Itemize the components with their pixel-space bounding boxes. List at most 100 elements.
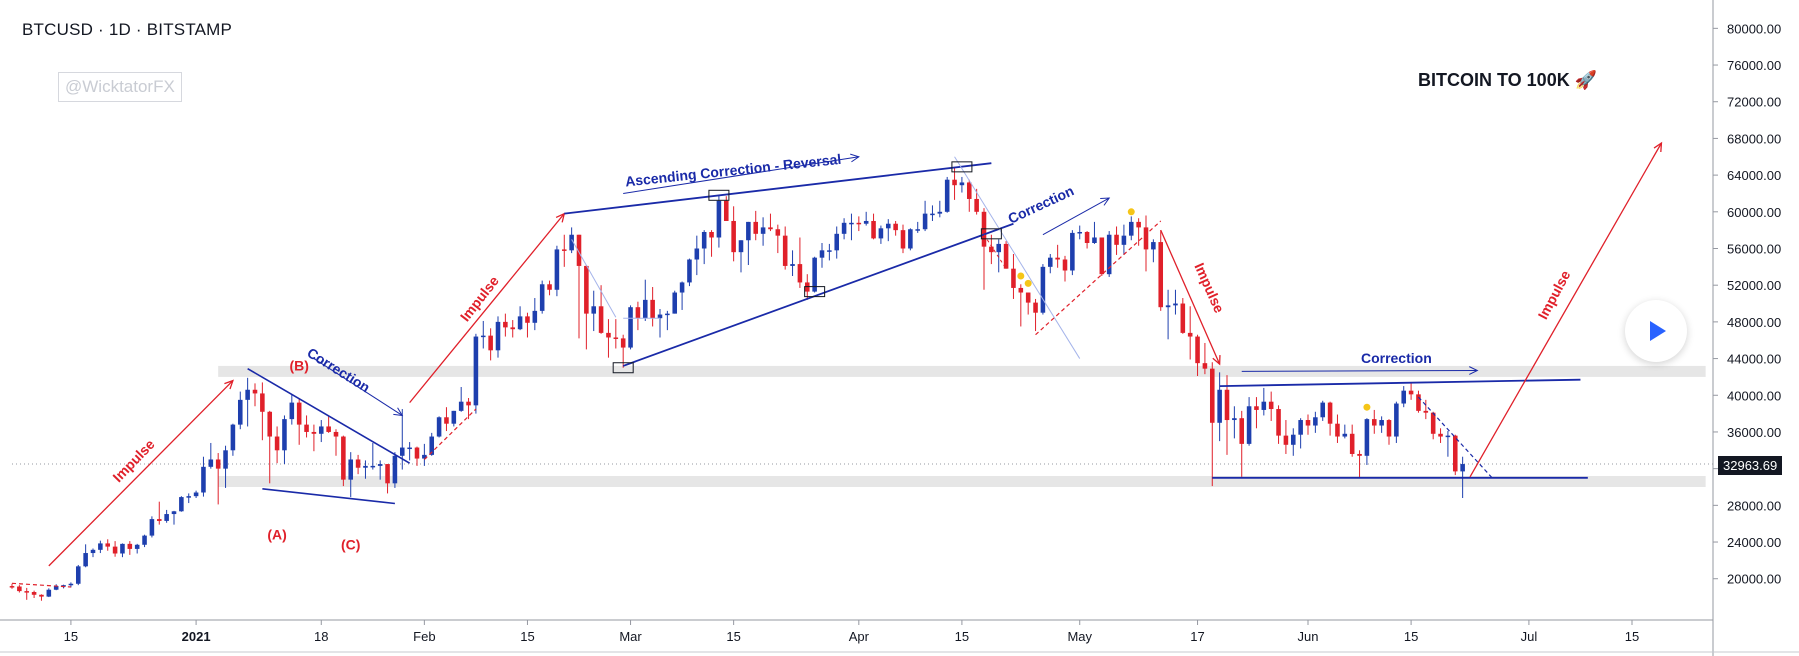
- headline-text: BITCOIN TO 100K 🚀: [1418, 70, 1598, 90]
- wedge-upper-line: [247, 367, 411, 464]
- candle-body: [127, 543, 133, 549]
- candle-body: [326, 426, 331, 432]
- upper-trend-line: [564, 162, 992, 215]
- y-tick-label: 72000.00: [1727, 95, 1781, 110]
- candle-body: [1003, 243, 1009, 269]
- candle-body: [1128, 221, 1134, 236]
- candle-body: [760, 227, 766, 234]
- support-resistance-zone: [218, 475, 1706, 487]
- candle-body: [974, 198, 979, 212]
- candle-body: [17, 586, 22, 592]
- candle-body: [24, 591, 30, 593]
- candle-body: [1371, 419, 1377, 426]
- candle-body: [1084, 231, 1090, 243]
- interval-label[interactable]: 1D: [108, 20, 131, 39]
- y-tick-label: 80000.00: [1727, 21, 1781, 36]
- y-tick-label: 44000.00: [1727, 352, 1781, 367]
- chart-header: BTCUSD · 1D · BITSTAMP: [22, 20, 232, 40]
- candle-body: [1055, 257, 1060, 260]
- candle-body: [768, 227, 773, 230]
- candle-body: [451, 410, 457, 424]
- dashed-breakout-line: [423, 408, 477, 460]
- candle-body: [1290, 434, 1296, 445]
- candle-body: [878, 228, 884, 239]
- y-tick-label: 20000.00: [1727, 572, 1781, 587]
- x-tick-label: May: [1067, 629, 1092, 644]
- candle-body: [1438, 433, 1443, 437]
- candle-body: [1349, 433, 1355, 454]
- candle-body: [245, 389, 250, 400]
- correction-arrow: [1042, 197, 1110, 236]
- candle-body: [267, 411, 273, 437]
- annotation-label: Impulse: [109, 436, 157, 485]
- candle-body: [156, 519, 162, 521]
- candle-body: [1040, 266, 1046, 313]
- candle-body: [333, 431, 339, 437]
- candle-body: [1460, 464, 1465, 472]
- candle-body: [1239, 418, 1245, 444]
- header-separator: ·: [135, 20, 142, 39]
- y-tick-label: 28000.00: [1727, 498, 1781, 513]
- candle-body: [628, 307, 633, 348]
- candle-body: [517, 316, 523, 330]
- candle-body: [525, 316, 530, 323]
- signal-dot: [1024, 279, 1032, 287]
- play-button[interactable]: [1625, 300, 1687, 362]
- candle-body: [753, 221, 759, 234]
- candle-body: [657, 314, 663, 319]
- y-tick-label: 68000.00: [1727, 131, 1781, 146]
- signal-dot: [1127, 208, 1135, 216]
- candle-body: [61, 585, 66, 587]
- candle-body: [1379, 420, 1384, 426]
- candle-body: [1121, 235, 1127, 245]
- candle-body: [834, 233, 840, 251]
- candle-body: [584, 265, 589, 314]
- candle-body: [1276, 409, 1281, 436]
- candle-body: [1416, 394, 1421, 411]
- x-tick-label: Jun: [1298, 629, 1319, 644]
- candle-body: [1423, 410, 1429, 413]
- candle-body: [1320, 402, 1326, 418]
- candle-body: [370, 465, 376, 468]
- candle-body: [105, 543, 111, 547]
- x-tick-label: 18: [314, 629, 328, 644]
- candle-body: [606, 332, 611, 338]
- candle-body: [296, 402, 302, 425]
- candle-body: [304, 424, 309, 432]
- candle-body: [679, 282, 685, 293]
- candle-body: [738, 240, 744, 253]
- annotation-label: Impulse: [1191, 260, 1227, 315]
- y-tick-label: 64000.00: [1727, 168, 1781, 183]
- candle-body: [480, 335, 486, 338]
- candle-body: [1011, 268, 1016, 288]
- candle-body: [812, 257, 817, 292]
- candle-body: [1232, 418, 1237, 421]
- candle-body: [1173, 303, 1178, 306]
- candle-body: [1430, 412, 1436, 434]
- candle-body: [134, 544, 140, 549]
- candle-body: [208, 459, 214, 467]
- candle-body: [98, 543, 103, 550]
- candle-body: [635, 307, 641, 319]
- y-tick-label: 40000.00: [1727, 388, 1781, 403]
- candle-body: [1254, 406, 1259, 410]
- candle-body: [488, 335, 493, 351]
- y-tick-label: 56000.00: [1727, 241, 1781, 256]
- candle-body: [576, 234, 582, 266]
- candle-body: [1283, 435, 1289, 445]
- exchange-label: BITSTAMP: [146, 20, 233, 39]
- candle-body: [554, 249, 560, 290]
- impulse-arrow-head: [1653, 141, 1663, 153]
- y-tick-label: 76000.00: [1727, 58, 1781, 73]
- candle-body: [68, 583, 74, 586]
- candle-body: [201, 466, 206, 493]
- candle-body: [1401, 390, 1407, 404]
- impulse-arrow: [1469, 142, 1663, 478]
- candle-body: [1261, 401, 1267, 410]
- dashed-trend-line: [11, 582, 71, 588]
- candle-body: [591, 306, 597, 314]
- symbol-label[interactable]: BTCUSD: [22, 20, 94, 39]
- candle-body: [694, 248, 700, 260]
- annotation-label: Ascending Correction - Reversal: [624, 151, 842, 190]
